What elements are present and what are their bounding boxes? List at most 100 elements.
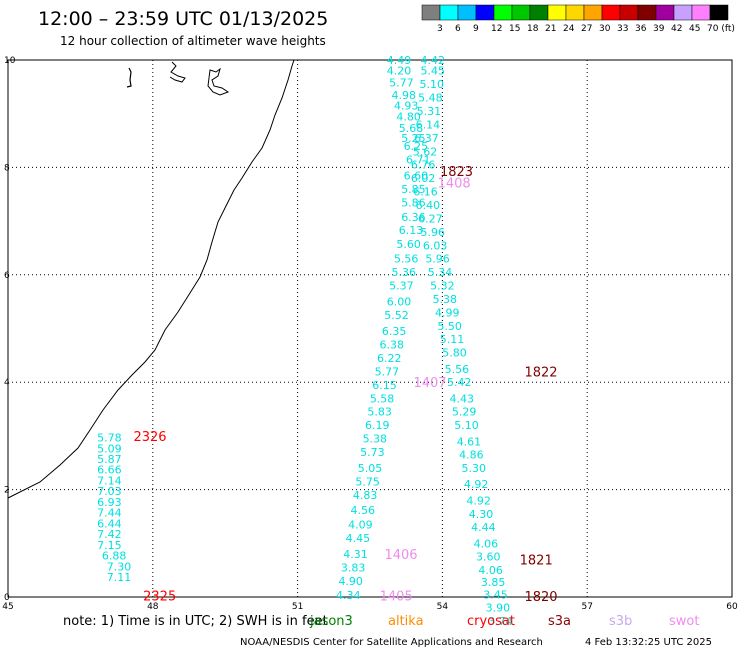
- swh-point: 6.25: [404, 140, 429, 153]
- colorbar-swatch: [691, 4, 711, 21]
- swh-point: 6.60: [404, 169, 429, 182]
- colorbar-legend: 3 6 9 12 15 18 21 24 27 30 33 36 39 42 45 70 (ft): [421, 4, 735, 34]
- swh-point: 5.86: [401, 196, 426, 209]
- swh-point: 4.83: [353, 489, 378, 502]
- colorbar-swatch: [619, 4, 639, 21]
- colorbar-label: 39: [653, 24, 665, 34]
- colorbar-label: 21: [545, 24, 556, 34]
- swh-point: 5.78: [97, 432, 122, 445]
- swh-point: 5.96: [425, 253, 450, 266]
- plot-area: 45 48 51 54 57 60 0 2 4 6 8 10 5.785.095.876.667.14…: [2, 54, 738, 628]
- colorbar-swatch: [637, 4, 657, 21]
- swh-point: 5.38: [363, 433, 388, 446]
- swh-point: 6.00: [387, 296, 412, 309]
- swh-point: 4.45: [346, 532, 371, 545]
- colorbar-swatch: [583, 4, 603, 21]
- colorbar-label: 6: [455, 24, 461, 34]
- pass-time-label: 1406: [384, 548, 417, 563]
- pass-time-label: 1822: [524, 365, 557, 380]
- swh-point: 4.49: [387, 54, 412, 67]
- swh-point: 6.88: [102, 550, 127, 563]
- timestamp: 4 Feb 13:32:25 UTC 2025: [585, 637, 712, 648]
- swh-point: 5.56: [445, 363, 470, 376]
- swh-point: 5.11: [440, 333, 465, 346]
- swh-point: 5.34: [428, 266, 453, 279]
- y-tick-label: 4: [4, 378, 10, 388]
- y-tick-label: 0: [4, 593, 10, 603]
- colorbar-label: 45: [689, 24, 700, 34]
- swh-point: 5.10: [454, 419, 479, 432]
- swh-point: 7.03: [97, 485, 122, 498]
- x-tick-label: 60: [726, 602, 738, 612]
- colorbar-label: 3: [437, 24, 443, 34]
- swh-point: 7.30: [107, 560, 132, 573]
- y-tick-label: 10: [4, 56, 16, 66]
- swh-point: 4.93: [394, 100, 419, 113]
- swh-point: 5.62: [413, 145, 438, 158]
- swh-point: 5.52: [384, 309, 409, 322]
- chart-title: 12:00 – 23:59 UTC 01/13/2025: [38, 8, 328, 30]
- colorbar-label: 24: [563, 24, 575, 34]
- island-3: [207, 67, 230, 96]
- pass-time-label: 1407: [413, 376, 446, 391]
- colorbar-label: 12: [491, 24, 502, 34]
- swh-point: 5.05: [358, 462, 383, 475]
- swh-point: 5.75: [355, 476, 380, 489]
- colorbar-swatch: [547, 4, 567, 21]
- swh-point: 5.96: [420, 226, 445, 239]
- swh-point: 5.87: [97, 453, 122, 466]
- colorbar-label: 18: [527, 24, 539, 34]
- swh-point: 5.73: [360, 446, 385, 459]
- pass-time-label: 1820: [524, 590, 557, 605]
- data-points: 5.785.095.876.667.147.036.937.446.447.42…: [97, 54, 512, 628]
- colorbar-label: 36: [635, 24, 647, 34]
- swh-point: 3.90: [486, 602, 511, 615]
- colorbar-label: 27: [581, 24, 592, 34]
- swh-point: 7.14: [97, 474, 122, 487]
- swh-point: 6.02: [411, 172, 436, 185]
- swh-point: 7.15: [97, 539, 122, 552]
- swh-point: 4.86: [459, 449, 484, 462]
- colorbar-swatch: [439, 4, 459, 21]
- swh-point: 4.92: [464, 478, 489, 491]
- swh-point: 6.76: [411, 159, 436, 172]
- swh-point: 7.44: [97, 507, 122, 520]
- swh-point: 4.42: [420, 54, 445, 67]
- satellite-jason3: jason3: [309, 614, 353, 629]
- swh-point: 5.36: [392, 266, 417, 279]
- colorbar-swatch: [475, 4, 495, 21]
- x-tick-label: 51: [292, 602, 303, 612]
- swh-point: 5.30: [462, 462, 487, 475]
- swh-point: 5.38: [433, 293, 458, 306]
- x-tick-label: 48: [147, 602, 159, 612]
- pass-time-label: 2325: [143, 589, 176, 604]
- swh-point: 6.71: [406, 153, 431, 166]
- swh-point: 6.27: [418, 212, 443, 225]
- swh-point: 3.74: [488, 615, 513, 628]
- swh-point: 5.58: [370, 392, 395, 405]
- swh-point: 6.93: [97, 496, 122, 509]
- colorbar-swatch: [673, 4, 693, 21]
- swh-point: 6.14: [416, 118, 441, 131]
- swh-point: 5.80: [442, 347, 467, 360]
- colorbar-label: 15: [509, 24, 520, 34]
- swh-point: 4.80: [396, 110, 421, 123]
- swh-point: 5.29: [452, 406, 477, 419]
- colorbar-label: 30: [599, 24, 611, 34]
- colorbar-label: 42: [671, 24, 682, 34]
- swh-point: 4.31: [343, 548, 368, 561]
- colorbar-swatch: [655, 4, 675, 21]
- swh-point: 5.09: [97, 442, 122, 455]
- pass-time-label: 1405: [380, 589, 413, 604]
- colorbar-swatch: [529, 4, 549, 21]
- colorbar-swatch: [511, 4, 531, 21]
- chart-subtitle: 12 hour collection of altimeter wave hei…: [60, 34, 326, 48]
- tick-labels: 45 48 51 54 57 60 0 2 4 6 8 10: [2, 56, 738, 612]
- swh-point: 4.56: [351, 504, 376, 517]
- swh-point: 4.61: [457, 435, 482, 448]
- swh-point: 4.20: [387, 65, 412, 78]
- swh-point: 4.06: [474, 537, 499, 550]
- swh-point: 4.44: [471, 521, 496, 534]
